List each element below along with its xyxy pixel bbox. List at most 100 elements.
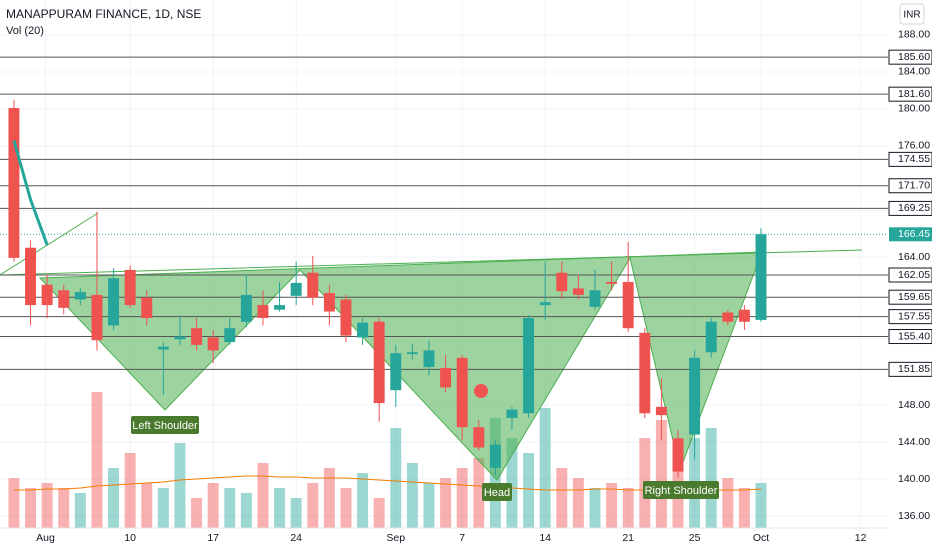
candle-body bbox=[655, 406, 667, 416]
volume-bar bbox=[539, 408, 551, 528]
annotation: Left Shoulder bbox=[132, 420, 198, 432]
candle-body bbox=[672, 438, 684, 472]
level-label-box bbox=[888, 289, 932, 305]
x-tick-label: 25 bbox=[689, 532, 701, 544]
candle-body bbox=[556, 272, 568, 292]
volume-bar bbox=[224, 488, 236, 528]
candle-body bbox=[722, 312, 734, 322]
candle-body bbox=[406, 352, 418, 355]
y-tick-label: 176.00 bbox=[898, 140, 930, 152]
candle-body bbox=[257, 305, 269, 319]
volume-bar bbox=[423, 483, 435, 528]
volume-bar bbox=[473, 458, 485, 528]
candle-body bbox=[639, 332, 651, 414]
volume-bar bbox=[274, 488, 286, 528]
x-tick-label: 10 bbox=[124, 532, 136, 544]
volume-bar bbox=[307, 483, 319, 528]
volume-bar bbox=[606, 483, 618, 528]
candle-body bbox=[174, 336, 186, 340]
candle-body bbox=[340, 299, 352, 336]
candle-body bbox=[373, 321, 385, 404]
chart-title: MANAPPURAM FINANCE, 1D, NSE bbox=[6, 7, 201, 21]
candle-body bbox=[705, 321, 717, 353]
volume-bar bbox=[74, 493, 86, 528]
volume-ma-line bbox=[13, 475, 762, 491]
annotation-box bbox=[482, 483, 512, 501]
volume-bar bbox=[290, 498, 302, 528]
x-tick-label: 14 bbox=[539, 532, 551, 544]
volume-bar bbox=[207, 483, 219, 528]
volume-bar bbox=[108, 468, 120, 528]
currency-box[interactable] bbox=[899, 3, 925, 25]
volume-bar bbox=[572, 478, 584, 528]
ma-line bbox=[12, 140, 49, 246]
y-tick-label: 188.00 bbox=[898, 29, 930, 41]
level-label-box bbox=[888, 361, 932, 377]
level-label: 169.25 bbox=[898, 202, 930, 214]
volume-bar bbox=[506, 438, 518, 528]
volume-bar bbox=[357, 473, 369, 528]
candle-body bbox=[523, 318, 535, 414]
candle-body bbox=[440, 367, 452, 388]
x-tick-label: 21 bbox=[622, 532, 634, 544]
annotation: Head bbox=[484, 487, 510, 499]
volume-bar bbox=[323, 468, 335, 528]
candle-body bbox=[240, 294, 252, 322]
candles bbox=[8, 99, 767, 479]
x-tick-label: Oct bbox=[753, 532, 769, 544]
candle-body bbox=[390, 353, 402, 391]
level-label-box bbox=[888, 49, 932, 65]
volume-bar bbox=[141, 483, 153, 528]
candle-body bbox=[589, 290, 601, 307]
volume-bar bbox=[8, 478, 20, 528]
volume-bar bbox=[58, 488, 70, 528]
candle-body bbox=[58, 290, 70, 308]
candle-body bbox=[423, 350, 435, 368]
y-tick-label: 136.00 bbox=[898, 510, 930, 522]
axes: 188.00184.00180.00176.00169.00164.00148.… bbox=[36, 29, 932, 544]
annotation: Right Shoulder bbox=[645, 485, 718, 497]
y-tick-label: 144.00 bbox=[898, 436, 930, 448]
x-tick-label: 17 bbox=[207, 532, 219, 544]
volume-bar bbox=[755, 483, 767, 528]
level-label-box bbox=[888, 267, 932, 283]
candle-body bbox=[207, 337, 219, 351]
candle-body bbox=[606, 281, 618, 284]
level-label: 171.70 bbox=[898, 180, 930, 192]
candle-body bbox=[41, 284, 53, 306]
y-tick-label: 148.00 bbox=[898, 399, 930, 411]
y-tick-label: 140.00 bbox=[898, 473, 930, 485]
x-tick-label: Sep bbox=[386, 532, 405, 544]
volume-bar bbox=[340, 488, 352, 528]
volume-bar bbox=[406, 463, 418, 528]
volume-bar bbox=[41, 483, 53, 528]
volume-bar bbox=[257, 463, 269, 528]
level-label-box bbox=[888, 86, 932, 102]
candle-body bbox=[141, 297, 153, 319]
level-label: 185.60 bbox=[898, 51, 930, 63]
volume-bar bbox=[556, 468, 568, 528]
volume-bar bbox=[124, 453, 136, 528]
volume-bar bbox=[373, 498, 385, 528]
volume-pane bbox=[8, 392, 767, 528]
event-marker bbox=[474, 384, 488, 398]
level-label-box bbox=[888, 200, 932, 216]
volume-bar bbox=[523, 453, 535, 528]
level-label-box bbox=[888, 178, 932, 194]
candle-body bbox=[539, 302, 551, 306]
volume-bar bbox=[240, 493, 252, 528]
candle-body bbox=[307, 272, 319, 298]
annotation-box bbox=[643, 481, 719, 499]
volume-bar bbox=[390, 428, 402, 528]
candle-body bbox=[357, 322, 369, 338]
level-label: 159.65 bbox=[898, 291, 930, 303]
level-label-box bbox=[888, 151, 932, 167]
candle-body bbox=[224, 328, 236, 343]
candle-body bbox=[124, 269, 136, 306]
volume-bar bbox=[589, 488, 601, 528]
last-price-label: 166.45 bbox=[898, 228, 930, 240]
currency[interactable]: INR bbox=[903, 10, 920, 21]
level-label: 174.55 bbox=[898, 153, 930, 165]
candle-body bbox=[108, 278, 120, 326]
annotation-box bbox=[131, 416, 199, 434]
